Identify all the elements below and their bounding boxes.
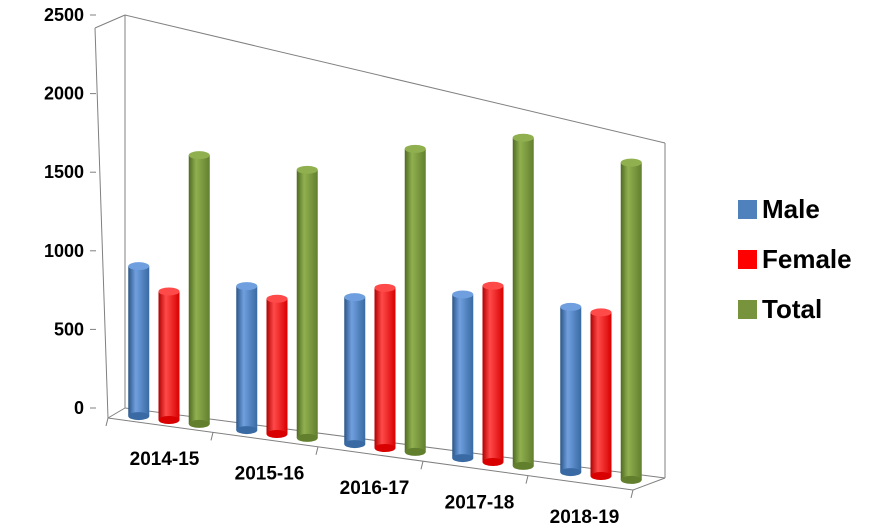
bar-cap: [482, 281, 504, 290]
legend-label-total: Total: [762, 294, 823, 324]
y-tick-label: 500: [54, 319, 84, 339]
bar-female-2018-19: [590, 308, 612, 480]
bar-body: [620, 162, 642, 480]
y-tick-label: 0: [74, 398, 84, 418]
legend-item-total: Total: [738, 284, 852, 334]
frame-top-left-edge: [94, 14, 126, 29]
bar-body: [344, 297, 366, 445]
bar-base: [404, 447, 426, 456]
bar-male-2015-16: [236, 282, 258, 435]
bar-female-2017-18: [482, 281, 504, 466]
bar-cap: [128, 262, 150, 271]
y-tick-label: 1000: [44, 241, 84, 261]
bar-cap: [344, 293, 366, 302]
x-tick-mark: [630, 489, 634, 499]
bar-base: [512, 461, 534, 470]
x-tick-mark: [210, 432, 214, 441]
bar-body: [590, 312, 612, 476]
bar-total-2015-16: [296, 165, 318, 442]
legend-item-male: Male: [738, 184, 852, 234]
bar-body: [374, 287, 396, 448]
x-tick-mark: [420, 461, 424, 470]
bar-cap: [404, 144, 426, 153]
bar-cap: [452, 290, 474, 299]
bar-body: [236, 286, 258, 431]
bar-base: [590, 472, 612, 480]
bar-base: [452, 454, 474, 463]
x-tick-label: 2018-19: [550, 507, 620, 527]
legend-label-male: Male: [762, 194, 820, 224]
bar-total-2018-19: [620, 158, 642, 484]
y-tick-label: 2000: [44, 84, 84, 104]
floor-front-edge: [107, 417, 634, 491]
bar-body: [482, 285, 504, 462]
bar-base: [266, 430, 288, 438]
bar-body: [404, 148, 426, 452]
bar-male-2018-19: [560, 302, 582, 477]
x-tick-mark: [315, 446, 319, 455]
bar-body: [560, 306, 582, 473]
bar-base: [344, 440, 366, 449]
legend-swatch-male: [738, 199, 757, 219]
bar-base: [236, 426, 258, 435]
y-tick-label: 1500: [44, 162, 84, 182]
bar-body: [128, 266, 150, 417]
bar-base: [560, 468, 582, 477]
bar-cap: [590, 308, 612, 317]
bar-body: [266, 298, 288, 434]
legend-swatch-female: [738, 249, 757, 269]
bar-body: [188, 155, 210, 424]
bar-body: [296, 169, 318, 438]
bar-cap: [158, 287, 180, 296]
bar-female-2014-15: [158, 287, 180, 424]
legend-label-female: Female: [762, 244, 852, 274]
bar-body: [512, 137, 534, 466]
bar-cap: [374, 283, 396, 292]
bar-male-2014-15: [128, 262, 150, 421]
bars: [128, 133, 642, 484]
bar-cap: [266, 294, 288, 303]
floor-left-edge: [107, 407, 126, 419]
bar-cap: [188, 151, 210, 160]
bar-female-2016-17: [374, 283, 396, 452]
bar-total-2017-18: [512, 133, 534, 470]
bar-base: [188, 419, 210, 428]
bar-base: [620, 475, 642, 484]
x-axis: 2014-15 2015-16 2016-17 2017-18 2018-19: [105, 417, 634, 527]
x-tick-label: 2017-18: [445, 492, 515, 513]
bar-base: [296, 433, 318, 442]
bar-female-2015-16: [266, 294, 288, 438]
bar-cap: [296, 165, 318, 174]
bar-male-2016-17: [344, 293, 366, 449]
floor-right-edge: [632, 477, 666, 491]
bar-base: [128, 412, 150, 421]
bar-body: [452, 294, 474, 459]
legend-swatch-total: [738, 299, 757, 319]
x-tick-label: 2015-16: [235, 464, 305, 485]
bar-cap: [236, 282, 258, 291]
x-tick-mark: [525, 475, 529, 484]
bar-cap: [560, 302, 582, 311]
legend: Male Female Total: [738, 184, 852, 334]
y-tick-label: 2500: [44, 5, 84, 25]
x-tick-mark: [105, 417, 109, 427]
x-tick-label: 2016-17: [340, 478, 410, 499]
y-axis: 0 500 1000 1500 2000 2500: [44, 5, 96, 418]
bar-cap: [620, 158, 642, 167]
bar-total-2014-15: [188, 151, 210, 428]
back-top-edge: [124, 14, 666, 144]
bar-base: [374, 444, 396, 452]
bar-base: [158, 416, 180, 424]
bar-total-2016-17: [404, 144, 426, 456]
bar-base: [482, 458, 504, 466]
bar-body: [158, 291, 180, 420]
legend-item-female: Female: [738, 234, 852, 284]
bar-cap: [512, 133, 534, 142]
y-axis-line: [94, 27, 109, 419]
x-tick-label: 2014-15: [130, 449, 200, 470]
bar-male-2017-18: [452, 290, 474, 463]
